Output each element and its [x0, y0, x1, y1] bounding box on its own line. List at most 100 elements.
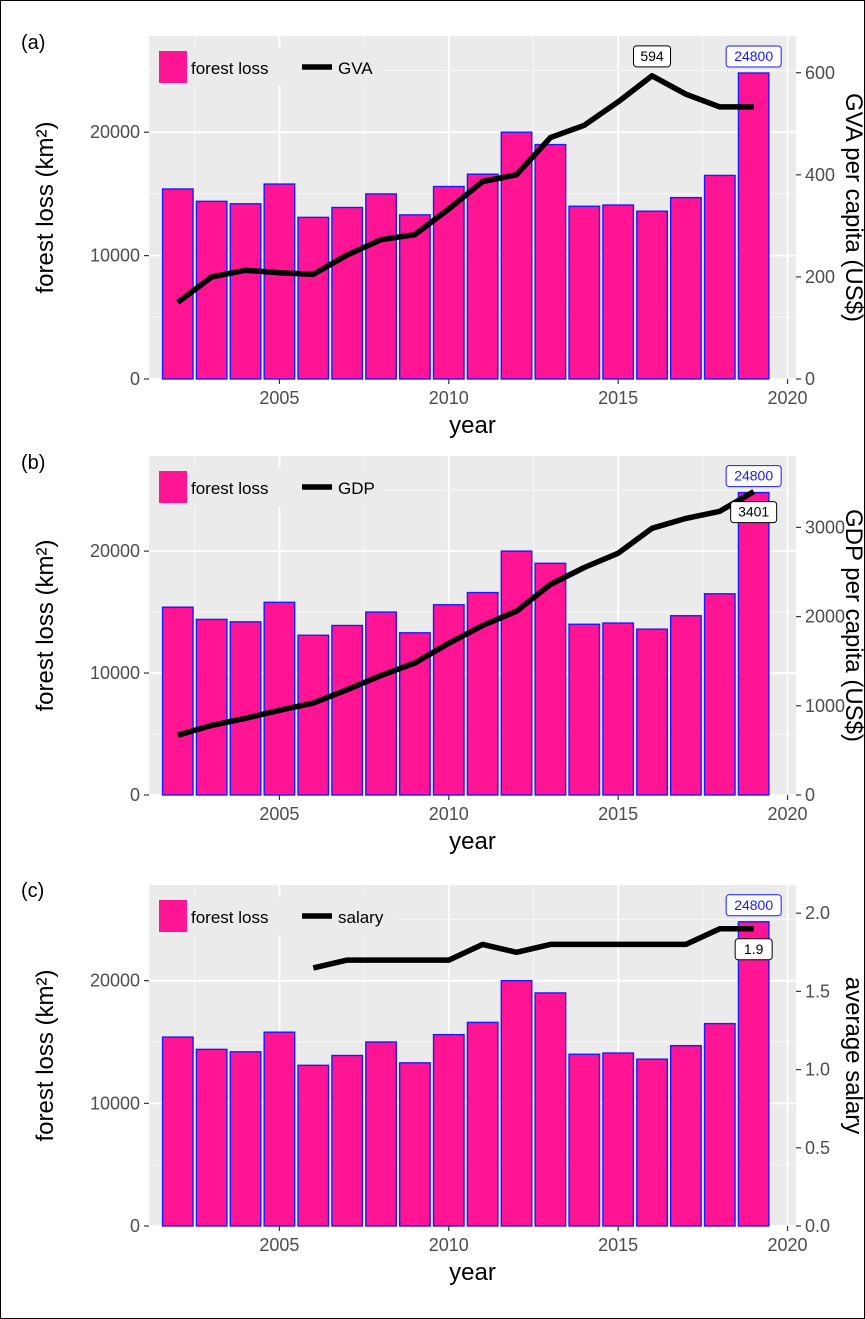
forest-loss-bar: [365, 1041, 397, 1227]
forest-loss-bar: [500, 979, 533, 1227]
x-tick-label: 2015: [598, 388, 638, 408]
x-tick-label: 2020: [768, 388, 808, 408]
y-tick-label: 10000: [90, 663, 140, 683]
legend: forest loss GVA: [156, 48, 384, 86]
y-tick-label: 10000: [90, 1093, 140, 1113]
max-value-label-box: [725, 45, 782, 68]
y2-tick-label: 1.5: [805, 981, 830, 1001]
forest-loss-bar: [500, 131, 533, 380]
y-tick-label: 20000: [90, 541, 140, 561]
line-value-label: 1.9: [744, 941, 764, 957]
forest-loss-bar: [568, 205, 601, 380]
forest-loss-bar: [636, 210, 668, 380]
y2-tick-label: 3000: [805, 517, 845, 537]
y-tick-label: 20000: [90, 971, 140, 991]
chart-panel-1: (a) 24800 594 0 10000 20000 0 200 400 600 2005 2010…: [21, 32, 864, 439]
y2-tick-label: 1000: [805, 696, 845, 716]
forest-loss-bar: [297, 634, 330, 796]
line-value-label-box: [633, 45, 672, 68]
y-tick-label: 0: [130, 1216, 140, 1236]
forest-loss-bar: [229, 621, 262, 796]
legend: forest loss salary: [156, 897, 398, 935]
y-tick-label: 20000: [90, 122, 140, 142]
legend-key-forest-loss: [159, 51, 187, 83]
legend-key-forest-loss: [159, 900, 187, 932]
x-axis-title: year: [449, 1259, 496, 1286]
y2-tick-label: 0.5: [805, 1138, 830, 1158]
line-value-label-box: [730, 501, 778, 524]
x-axis-title: year: [449, 828, 496, 855]
x-tick-label: 2015: [598, 1235, 638, 1255]
chart-panel-3: (c) 24800 1.9 0 10000 20000 0.0 0.5 1.0 1.5 2.0 200…: [21, 880, 864, 1286]
legend-label-line: GDP: [338, 479, 375, 498]
y2-tick-label: 0.0: [805, 1216, 830, 1236]
forest-loss-bar: [432, 604, 465, 796]
x-tick-label: 2005: [259, 1235, 299, 1255]
forest-loss-bar: [602, 1052, 635, 1227]
y-tick-label: 0: [130, 785, 140, 805]
max-value-label: 24800: [734, 48, 773, 64]
x-tick-label: 2010: [429, 388, 469, 408]
forest-loss-bar: [737, 491, 770, 796]
x-tick-label: 2005: [259, 388, 299, 408]
y-axis-title: forest loss (km²): [32, 969, 59, 1141]
line-series: [177, 489, 756, 738]
forest-loss-bar: [534, 143, 567, 380]
forest-loss-bar: [568, 623, 601, 796]
line-series: [176, 73, 754, 305]
forest-loss-bar: [229, 203, 262, 380]
legend-label-forest-loss: forest loss: [191, 479, 268, 498]
forest-loss-bar: [365, 611, 397, 796]
max-value-label: 24800: [734, 897, 773, 913]
x-tick-label: 2005: [259, 804, 299, 824]
legend-label-line: salary: [338, 908, 384, 927]
y2-tick-label: 0: [805, 785, 815, 805]
forest-loss-bar: [161, 606, 194, 796]
forest-loss-bar: [229, 1051, 262, 1227]
forest-loss-bar: [161, 188, 194, 380]
y2-axis-title: GDP per capita (US$): [840, 509, 864, 742]
max-value-label: 24800: [734, 468, 773, 484]
forest-loss-bar: [602, 204, 635, 380]
forest-loss-bar: [669, 615, 702, 796]
forest-loss-bar: [161, 1036, 194, 1227]
forest-loss-bar: [602, 622, 635, 796]
panel-label: (a): [21, 32, 45, 54]
legend-label-forest-loss: forest loss: [191, 908, 268, 927]
legend-key-forest-loss: [159, 471, 187, 503]
line-series: [312, 926, 754, 971]
x-tick-label: 2020: [768, 1235, 808, 1255]
legend-label-forest-loss: forest loss: [191, 59, 268, 78]
legend-background: [156, 48, 384, 86]
forest-loss-bar: [195, 200, 228, 380]
y2-tick-label: 2000: [805, 607, 845, 627]
forest-loss-bar: [500, 550, 533, 796]
y2-axis-title: GVA per capita (US$): [840, 93, 864, 322]
x-tick-label: 2010: [429, 1235, 469, 1255]
panel-label: (b): [21, 452, 45, 474]
forest-loss-bar: [263, 183, 296, 380]
legend-background: [156, 468, 384, 506]
forest-loss-bar: [669, 196, 702, 380]
forest-loss-bar: [432, 185, 465, 380]
y2-tick-label: 1.0: [805, 1060, 830, 1080]
y2-tick-label: 2.0: [805, 903, 830, 923]
forest-loss-bar: [534, 992, 567, 1227]
y2-tick-label: 200: [805, 267, 835, 287]
forest-loss-bar: [398, 1062, 431, 1227]
legend-background: [156, 897, 398, 935]
y2-tick-label: 0: [805, 369, 815, 389]
forest-loss-bar: [737, 72, 770, 380]
legend-label-line: GVA: [338, 59, 373, 78]
forest-loss-bar: [263, 1031, 296, 1227]
y2-tick-label: 600: [805, 63, 835, 83]
line-value-label-box: [734, 938, 773, 961]
forest-loss-bar: [703, 174, 736, 380]
line-value-label: 594: [640, 48, 664, 64]
forest-loss-bar: [568, 1053, 601, 1227]
y-tick-label: 10000: [90, 246, 140, 266]
y-axis-title: forest loss (km²): [32, 539, 59, 711]
forest-loss-bar: [398, 214, 431, 380]
